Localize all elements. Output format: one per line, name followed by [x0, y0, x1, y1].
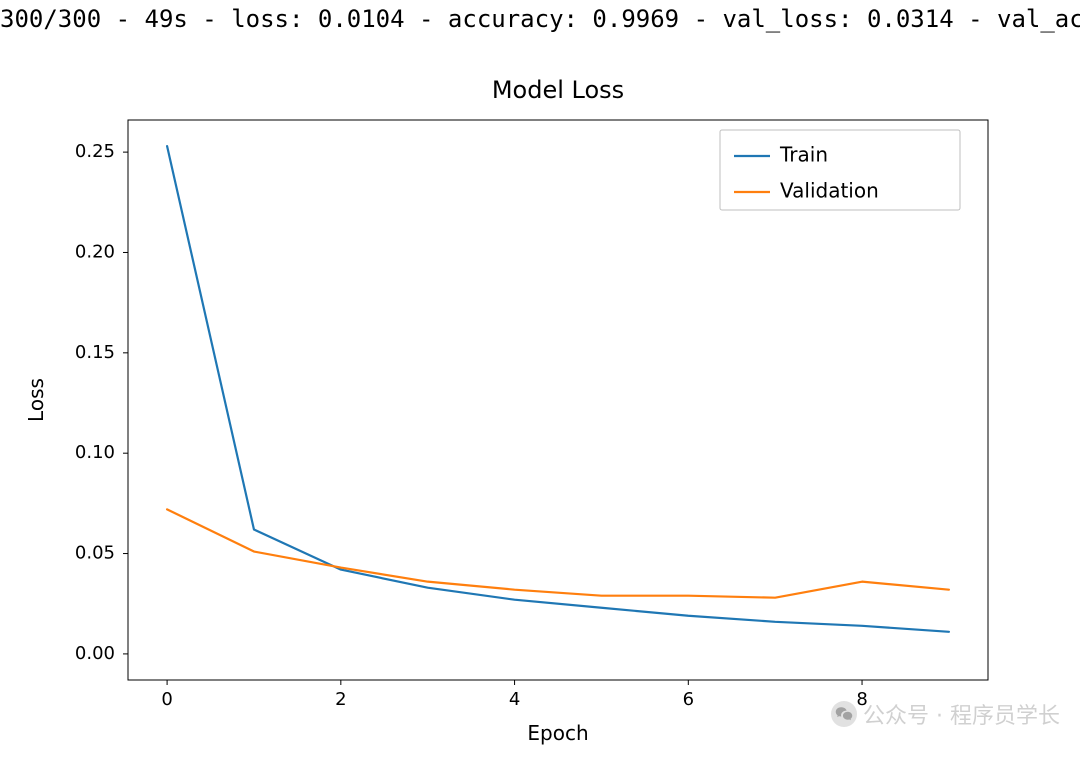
legend: Train Validation [720, 130, 960, 210]
x-axis-label: Epoch [527, 721, 588, 745]
y-axis-label: Loss [24, 378, 48, 422]
xtick-label: 4 [509, 689, 520, 710]
chart-title: Model Loss [492, 76, 624, 104]
legend-label: Validation [780, 179, 879, 203]
legend-label: Train [779, 143, 828, 167]
loss-chart-svg: 0.00 0.05 0.10 0.15 0.20 0.25 0 2 4 6 8 Epoch Loss Mo… [0, 40, 1080, 760]
training-log-line: 300/300 - 49s - loss: 0.0104 - accuracy:… [0, 5, 1080, 33]
xtick-label: 8 [856, 689, 867, 710]
xtick-label: 2 [335, 689, 346, 710]
ytick-label: 0.25 [75, 141, 115, 162]
xtick-label: 6 [683, 689, 694, 710]
loss-chart: 0.00 0.05 0.10 0.15 0.20 0.25 0 2 4 6 8 Epoch Loss Mo… [0, 40, 1080, 760]
ytick-label: 0.15 [75, 342, 115, 363]
ytick-label: 0.10 [75, 442, 115, 463]
ytick-label: 0.00 [75, 643, 115, 664]
ytick-label: 0.05 [75, 543, 115, 564]
xtick-label: 0 [161, 689, 172, 710]
ytick-label: 0.20 [75, 241, 115, 262]
